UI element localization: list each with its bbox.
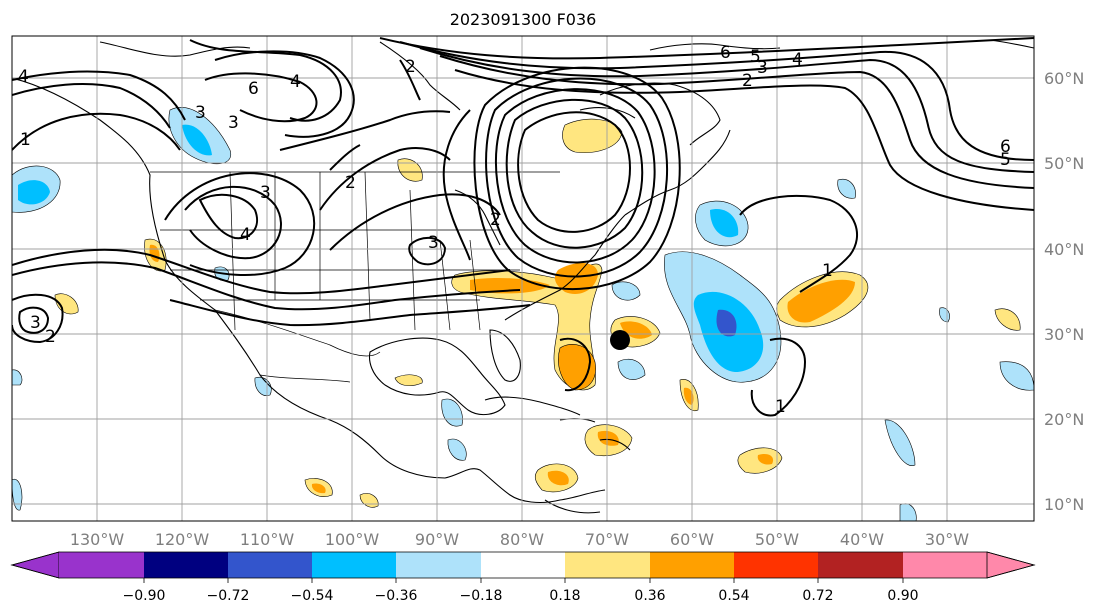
lon-label: 100°W xyxy=(325,530,380,549)
lon-label: 80°W xyxy=(500,530,544,549)
lat-label: 40°N xyxy=(1044,240,1084,259)
lon-label: 120°W xyxy=(155,530,210,549)
anomaly-fills xyxy=(12,107,1034,521)
contour-label: 6 xyxy=(1000,137,1011,157)
lat-label: 60°N xyxy=(1044,69,1084,88)
colorbar-bin xyxy=(312,552,396,578)
colorbar-bin xyxy=(396,552,481,578)
contour-label: 2 xyxy=(405,57,416,77)
colorbar-tick-label: −0.18 xyxy=(460,588,503,604)
lon-label: 90°W xyxy=(415,530,459,549)
lon-label: 30°W xyxy=(925,530,969,549)
contour-label: 5 xyxy=(750,47,761,67)
lat-label: 50°N xyxy=(1044,154,1084,173)
colorbar-extend-low xyxy=(10,551,60,579)
colorbar-bin xyxy=(734,552,818,578)
map-title: 2023091300 F036 xyxy=(449,10,597,29)
colorbar: −0.90 −0.72 −0.54 −0.36 −0.18 0.18 0.36 … xyxy=(10,551,1036,604)
latitude-labels: 60°N 50°N 40°N 30°N 20°N 10°N xyxy=(1044,69,1084,514)
contour-label: 2 xyxy=(45,327,56,347)
colorbar-tick-label: 0.36 xyxy=(634,588,665,604)
colorbar-outline xyxy=(10,551,1036,579)
storm-center-dot xyxy=(610,330,630,350)
colorbar-bin xyxy=(565,552,650,578)
colorbar-bin xyxy=(228,552,312,578)
contour-label: 1 xyxy=(822,261,833,281)
colorbar-tick-label: 0.18 xyxy=(549,588,580,604)
colorbar-bin xyxy=(650,552,734,578)
colorbar-tick-label: −0.36 xyxy=(375,588,418,604)
contour-label: 2 xyxy=(345,173,356,193)
colorbar-tick-label: −0.90 xyxy=(123,588,166,604)
contour-label: 3 xyxy=(30,313,41,333)
contour-lines xyxy=(12,37,1034,417)
contour-label: 5 xyxy=(1000,150,1011,170)
colorbar-tick-label: 0.72 xyxy=(802,588,833,604)
lon-label: 40°W xyxy=(840,530,884,549)
colorbar-bin xyxy=(59,552,144,578)
colorbar-extend-high xyxy=(986,551,1036,579)
longitude-labels: 130°W 120°W 110°W 100°W 90°W 80°W 70°W 6… xyxy=(70,530,969,549)
lon-label: 50°W xyxy=(755,530,799,549)
contour-label: 3 xyxy=(260,183,271,203)
colorbar-bin xyxy=(481,552,565,578)
lat-label: 10°N xyxy=(1044,495,1084,514)
contour-label: 6 xyxy=(248,79,259,99)
colorbar-bin xyxy=(144,552,228,578)
lon-label: 130°W xyxy=(70,530,125,549)
colorbar-tick-label: 0.54 xyxy=(718,588,749,604)
contour-label: 1 xyxy=(775,397,786,417)
map-border xyxy=(11,35,1035,522)
contour-label: 2 xyxy=(742,71,753,91)
contour-label: 4 xyxy=(18,67,29,87)
colorbar-tick-label: −0.54 xyxy=(291,588,334,604)
contour-label: 3 xyxy=(757,58,768,78)
lon-label: 60°W xyxy=(670,530,714,549)
colorbar-tick-label: 0.90 xyxy=(887,588,918,604)
lat-label: 20°N xyxy=(1044,410,1084,429)
contour-label: 2 xyxy=(490,210,501,230)
contour-label: 3 xyxy=(195,103,206,123)
lat-label: 30°N xyxy=(1044,325,1084,344)
colorbar-bin xyxy=(818,552,903,578)
contour-label: 4 xyxy=(290,72,301,92)
contour-label: 3 xyxy=(228,113,239,133)
lon-label: 110°W xyxy=(240,530,295,549)
colorbar-tick-label: −0.72 xyxy=(207,588,250,604)
contour-label: 4 xyxy=(240,225,251,245)
lon-label: 70°W xyxy=(585,530,629,549)
contour-labels: 6 5 4 2 3 6 4 3 2 2 1 3 3 2 3 4 1 1 5 6 … xyxy=(18,43,1011,417)
contour-label: 1 xyxy=(20,130,31,150)
coastlines xyxy=(12,39,1034,514)
state-borders xyxy=(150,171,560,383)
contour-label: 6 xyxy=(720,43,731,63)
contour-label: 3 xyxy=(428,233,439,253)
contour-label: 4 xyxy=(792,50,803,70)
gridlines xyxy=(12,36,1034,521)
colorbar-bin xyxy=(903,552,987,578)
